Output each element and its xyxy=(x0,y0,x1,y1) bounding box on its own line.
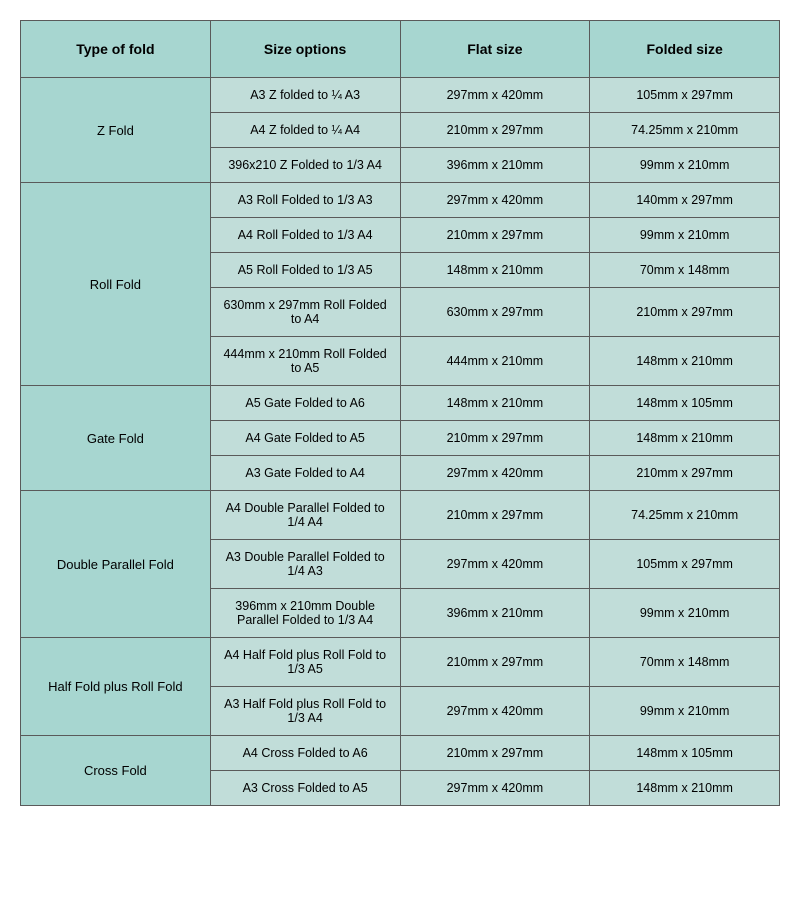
folded-size-cell: 148mm x 105mm xyxy=(590,736,780,771)
table-row: Cross FoldA4 Cross Folded to A6210mm x 2… xyxy=(21,736,780,771)
type-cell: Cross Fold xyxy=(21,736,211,806)
table-row: Double Parallel FoldA4 Double Parallel F… xyxy=(21,491,780,540)
col-size-options: Size options xyxy=(210,21,400,78)
flat-size-cell: 396mm x 210mm xyxy=(400,589,590,638)
flat-size-cell: 297mm x 420mm xyxy=(400,183,590,218)
size-option-cell: 396mm x 210mm Double Parallel Folded to … xyxy=(210,589,400,638)
flat-size-cell: 148mm x 210mm xyxy=(400,253,590,288)
size-option-cell: A4 Z folded to ¼ A4 xyxy=(210,113,400,148)
flat-size-cell: 210mm x 297mm xyxy=(400,638,590,687)
flat-size-cell: 210mm x 297mm xyxy=(400,113,590,148)
size-option-cell: A5 Roll Folded to 1/3 A5 xyxy=(210,253,400,288)
flat-size-cell: 210mm x 297mm xyxy=(400,218,590,253)
folded-size-cell: 99mm x 210mm xyxy=(590,218,780,253)
table-row: Z FoldA3 Z folded to ¼ A3297mm x 420mm10… xyxy=(21,78,780,113)
table-row: Gate FoldA5 Gate Folded to A6148mm x 210… xyxy=(21,386,780,421)
folded-size-cell: 148mm x 105mm xyxy=(590,386,780,421)
size-option-cell: 444mm x 210mm Roll Folded to A5 xyxy=(210,337,400,386)
flat-size-cell: 297mm x 420mm xyxy=(400,78,590,113)
table-row: Half Fold plus Roll FoldA4 Half Fold plu… xyxy=(21,638,780,687)
folded-size-cell: 140mm x 297mm xyxy=(590,183,780,218)
folded-size-cell: 99mm x 210mm xyxy=(590,589,780,638)
table-body: Z FoldA3 Z folded to ¼ A3297mm x 420mm10… xyxy=(21,78,780,806)
folded-size-cell: 105mm x 297mm xyxy=(590,78,780,113)
size-option-cell: A5 Gate Folded to A6 xyxy=(210,386,400,421)
size-option-cell: A3 Gate Folded to A4 xyxy=(210,456,400,491)
folded-size-cell: 74.25mm x 210mm xyxy=(590,113,780,148)
col-folded-size: Folded size xyxy=(590,21,780,78)
fold-size-table: Type of fold Size options Flat size Fold… xyxy=(20,20,780,806)
flat-size-cell: 396mm x 210mm xyxy=(400,148,590,183)
folded-size-cell: 70mm x 148mm xyxy=(590,253,780,288)
type-cell: Half Fold plus Roll Fold xyxy=(21,638,211,736)
size-option-cell: A4 Roll Folded to 1/3 A4 xyxy=(210,218,400,253)
col-type: Type of fold xyxy=(21,21,211,78)
flat-size-cell: 148mm x 210mm xyxy=(400,386,590,421)
type-cell: Roll Fold xyxy=(21,183,211,386)
size-option-cell: A3 Roll Folded to 1/3 A3 xyxy=(210,183,400,218)
table-row: Roll FoldA3 Roll Folded to 1/3 A3297mm x… xyxy=(21,183,780,218)
flat-size-cell: 210mm x 297mm xyxy=(400,421,590,456)
size-option-cell: 396x210 Z Folded to 1/3 A4 xyxy=(210,148,400,183)
type-cell: Gate Fold xyxy=(21,386,211,491)
size-option-cell: A4 Cross Folded to A6 xyxy=(210,736,400,771)
folded-size-cell: 148mm x 210mm xyxy=(590,771,780,806)
folded-size-cell: 99mm x 210mm xyxy=(590,148,780,183)
size-option-cell: A3 Double Parallel Folded to 1/4 A3 xyxy=(210,540,400,589)
folded-size-cell: 99mm x 210mm xyxy=(590,687,780,736)
flat-size-cell: 297mm x 420mm xyxy=(400,456,590,491)
type-cell: Z Fold xyxy=(21,78,211,183)
size-option-cell: A4 Gate Folded to A5 xyxy=(210,421,400,456)
size-option-cell: A3 Z folded to ¼ A3 xyxy=(210,78,400,113)
folded-size-cell: 70mm x 148mm xyxy=(590,638,780,687)
flat-size-cell: 297mm x 420mm xyxy=(400,687,590,736)
flat-size-cell: 444mm x 210mm xyxy=(400,337,590,386)
flat-size-cell: 297mm x 420mm xyxy=(400,771,590,806)
type-cell: Double Parallel Fold xyxy=(21,491,211,638)
folded-size-cell: 148mm x 210mm xyxy=(590,421,780,456)
size-option-cell: A4 Half Fold plus Roll Fold to 1/3 A5 xyxy=(210,638,400,687)
size-option-cell: A4 Double Parallel Folded to 1/4 A4 xyxy=(210,491,400,540)
header-row: Type of fold Size options Flat size Fold… xyxy=(21,21,780,78)
flat-size-cell: 210mm x 297mm xyxy=(400,736,590,771)
flat-size-cell: 630mm x 297mm xyxy=(400,288,590,337)
size-option-cell: A3 Half Fold plus Roll Fold to 1/3 A4 xyxy=(210,687,400,736)
folded-size-cell: 148mm x 210mm xyxy=(590,337,780,386)
folded-size-cell: 210mm x 297mm xyxy=(590,456,780,491)
folded-size-cell: 74.25mm x 210mm xyxy=(590,491,780,540)
folded-size-cell: 105mm x 297mm xyxy=(590,540,780,589)
flat-size-cell: 210mm x 297mm xyxy=(400,491,590,540)
col-flat-size: Flat size xyxy=(400,21,590,78)
size-option-cell: A3 Cross Folded to A5 xyxy=(210,771,400,806)
folded-size-cell: 210mm x 297mm xyxy=(590,288,780,337)
flat-size-cell: 297mm x 420mm xyxy=(400,540,590,589)
size-option-cell: 630mm x 297mm Roll Folded to A4 xyxy=(210,288,400,337)
